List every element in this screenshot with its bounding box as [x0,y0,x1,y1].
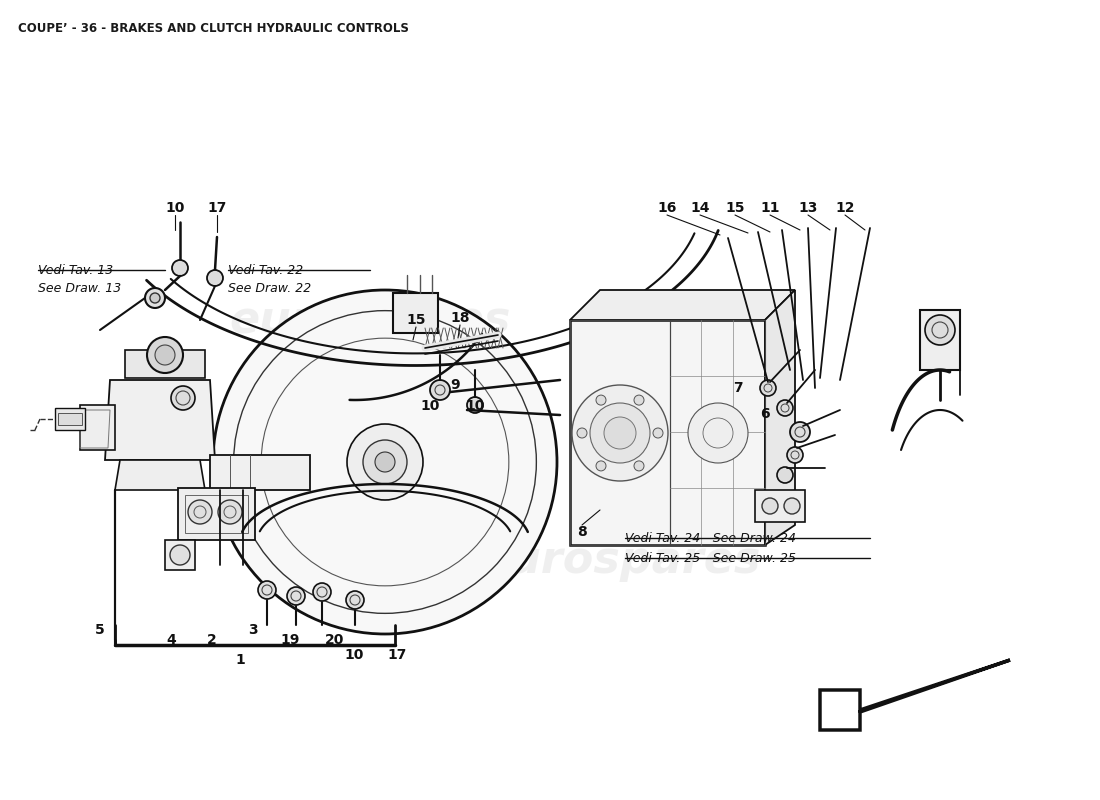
Circle shape [777,400,793,416]
Circle shape [653,428,663,438]
Text: 7: 7 [734,381,742,395]
Circle shape [258,581,276,599]
Text: 18: 18 [450,311,470,325]
Text: 10: 10 [344,648,364,662]
Bar [393,293,438,333]
Polygon shape [570,320,764,545]
Text: 10: 10 [420,399,440,413]
Polygon shape [764,290,795,545]
Text: 19: 19 [280,633,299,647]
Text: 9: 9 [450,378,460,392]
Bar [55,408,85,430]
Text: 16: 16 [658,201,676,215]
Polygon shape [165,540,195,570]
Text: 15: 15 [725,201,745,215]
Text: 17: 17 [207,201,227,215]
Text: 14: 14 [691,201,710,215]
Circle shape [784,498,800,514]
Polygon shape [570,290,795,320]
Circle shape [375,452,395,472]
Polygon shape [178,488,255,540]
Circle shape [218,500,242,524]
Circle shape [207,270,223,286]
Text: 17: 17 [387,648,407,662]
Circle shape [634,395,643,405]
Circle shape [596,395,606,405]
Text: 11: 11 [760,201,780,215]
Text: Vedi Tav. 25 - See Draw. 25: Vedi Tav. 25 - See Draw. 25 [625,551,796,565]
Circle shape [760,380,775,396]
Text: 10: 10 [165,201,185,215]
Text: Vedi Tav. 24 - See Draw. 24: Vedi Tav. 24 - See Draw. 24 [625,531,796,545]
Circle shape [363,440,407,484]
Circle shape [145,288,165,308]
Polygon shape [104,380,214,460]
Circle shape [147,337,183,373]
Circle shape [762,498,778,514]
Circle shape [468,397,483,413]
Text: 15: 15 [406,313,426,327]
Circle shape [604,417,636,449]
Text: 5: 5 [95,623,104,637]
Circle shape [346,424,424,500]
Bar [58,413,82,425]
Circle shape [346,591,364,609]
Polygon shape [920,310,960,370]
Text: 1: 1 [235,653,245,667]
Circle shape [314,583,331,601]
Text: 13: 13 [799,201,817,215]
Circle shape [213,290,557,634]
Circle shape [777,467,793,483]
Circle shape [790,422,810,442]
Circle shape [925,315,955,345]
Text: See Draw. 13: See Draw. 13 [39,282,121,294]
Text: 3: 3 [249,623,257,637]
Circle shape [430,380,450,400]
Text: eurospares: eurospares [480,538,761,582]
Circle shape [786,447,803,463]
Circle shape [596,461,606,471]
Bar [755,490,805,522]
Text: 4: 4 [166,633,176,647]
Text: 2: 2 [207,633,217,647]
Circle shape [188,500,212,524]
Polygon shape [80,405,116,450]
Circle shape [578,428,587,438]
Circle shape [150,293,160,303]
Circle shape [287,587,305,605]
Text: 12: 12 [835,201,855,215]
Text: 10: 10 [465,399,485,413]
Polygon shape [820,660,1010,730]
Text: See Draw. 22: See Draw. 22 [228,282,311,294]
Text: 8: 8 [578,525,587,539]
Polygon shape [116,460,205,490]
Text: Vedi Tav. 13: Vedi Tav. 13 [39,263,113,277]
Circle shape [170,545,190,565]
Circle shape [172,260,188,276]
Text: COUPE’ - 36 - BRAKES AND CLUTCH HYDRAULIC CONTROLS: COUPE’ - 36 - BRAKES AND CLUTCH HYDRAULI… [18,22,409,34]
Text: eurospares: eurospares [229,298,510,342]
Circle shape [634,461,643,471]
Text: 6: 6 [760,407,770,421]
Circle shape [155,345,175,365]
Polygon shape [210,455,310,490]
Bar [125,350,205,378]
Text: Vedi Tav. 22: Vedi Tav. 22 [228,263,304,277]
Circle shape [572,385,668,481]
Text: 20: 20 [326,633,344,647]
Circle shape [590,403,650,463]
Circle shape [170,386,195,410]
Circle shape [688,403,748,463]
